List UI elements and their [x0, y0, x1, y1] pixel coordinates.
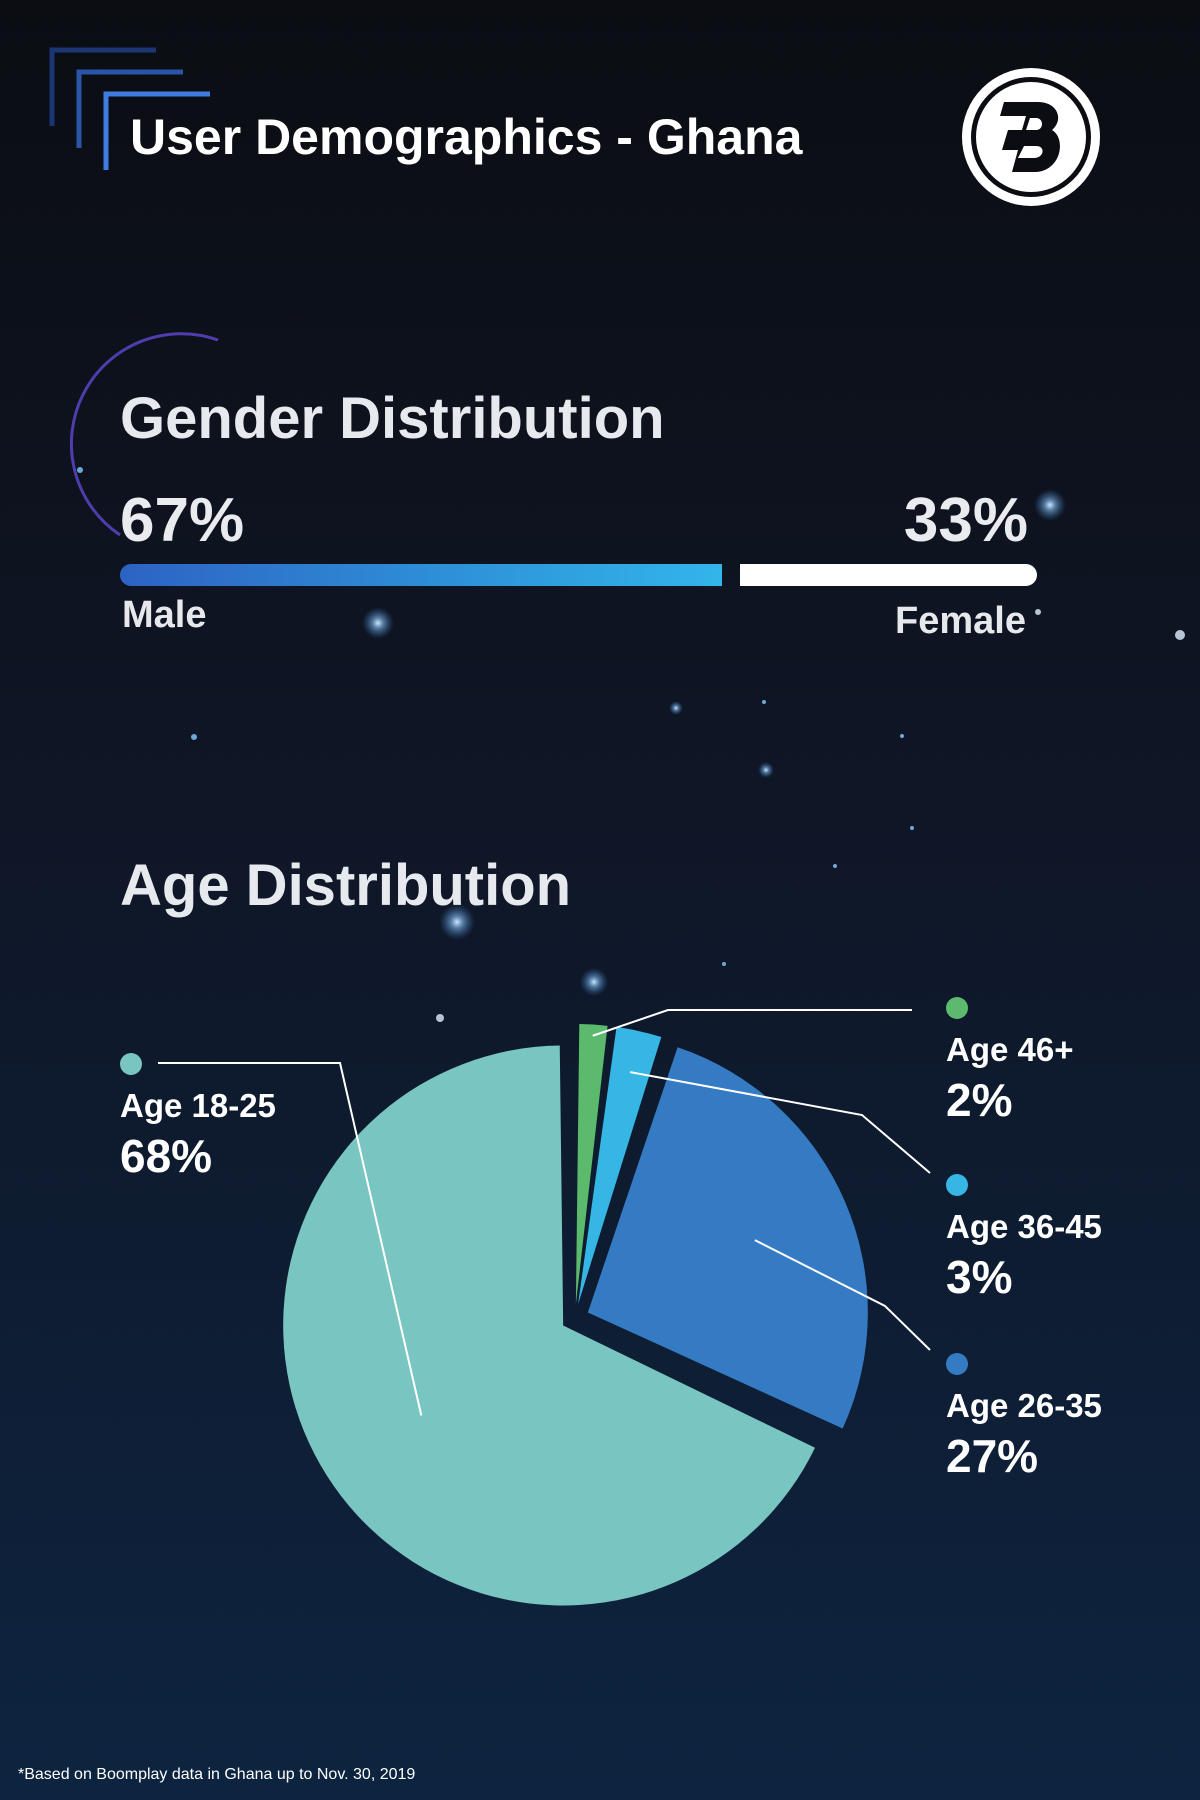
leader-line-age-46-plus [592, 1009, 912, 1037]
legend-label-age-26-35: Age 26-35 [946, 1387, 1102, 1424]
pie-slice-age-46-plus [575, 1024, 608, 1305]
footnote: *Based on Boomplay data in Ghana up to N… [18, 1766, 416, 1783]
male-bar [120, 564, 722, 586]
legend-value-age-26-35: 27% [946, 1430, 1039, 1482]
female-percentage: 33% [903, 486, 1028, 555]
decorative-arc [69, 332, 219, 537]
leader-line-age-18-25 [158, 1062, 423, 1416]
female-bar [740, 564, 1037, 586]
legend-value-age-18-25: 68% [120, 1130, 213, 1182]
pie-slice-age-26-35 [587, 1047, 868, 1429]
legend-dot-age-36-45 [946, 1174, 968, 1196]
male-percentage: 67% [120, 486, 245, 555]
male-label: Male [122, 594, 207, 636]
age-section-title: Age Distribution [120, 853, 572, 918]
legend-label-age-36-45: Age 36-45 [946, 1208, 1102, 1245]
legend-value-age-46-plus: 2% [946, 1074, 1013, 1126]
legend-dot-age-26-35 [946, 1353, 968, 1375]
boomplay-logo-icon [962, 68, 1100, 206]
pie-slice-age-18-25 [283, 1045, 816, 1606]
legend-label-age-18-25: Age 18-25 [120, 1087, 276, 1124]
leader-line-age-36-45 [629, 1071, 931, 1174]
legend-dot-age-18-25 [120, 1053, 142, 1075]
sparkles [77, 467, 1185, 1022]
pie-slice-age-36-45 [578, 1026, 662, 1305]
header-bracket-icon [49, 47, 210, 170]
legend-label-age-46-plus: Age 46+ [946, 1031, 1074, 1068]
legend-dot-age-46-plus [946, 997, 968, 1019]
legend-value-age-36-45: 3% [946, 1251, 1013, 1303]
page-title: User Demographics - Ghana [130, 109, 803, 165]
female-label: Female [895, 600, 1026, 642]
leader-line-age-26-35 [754, 1239, 931, 1351]
gender-section-title: Gender Distribution [120, 386, 665, 451]
